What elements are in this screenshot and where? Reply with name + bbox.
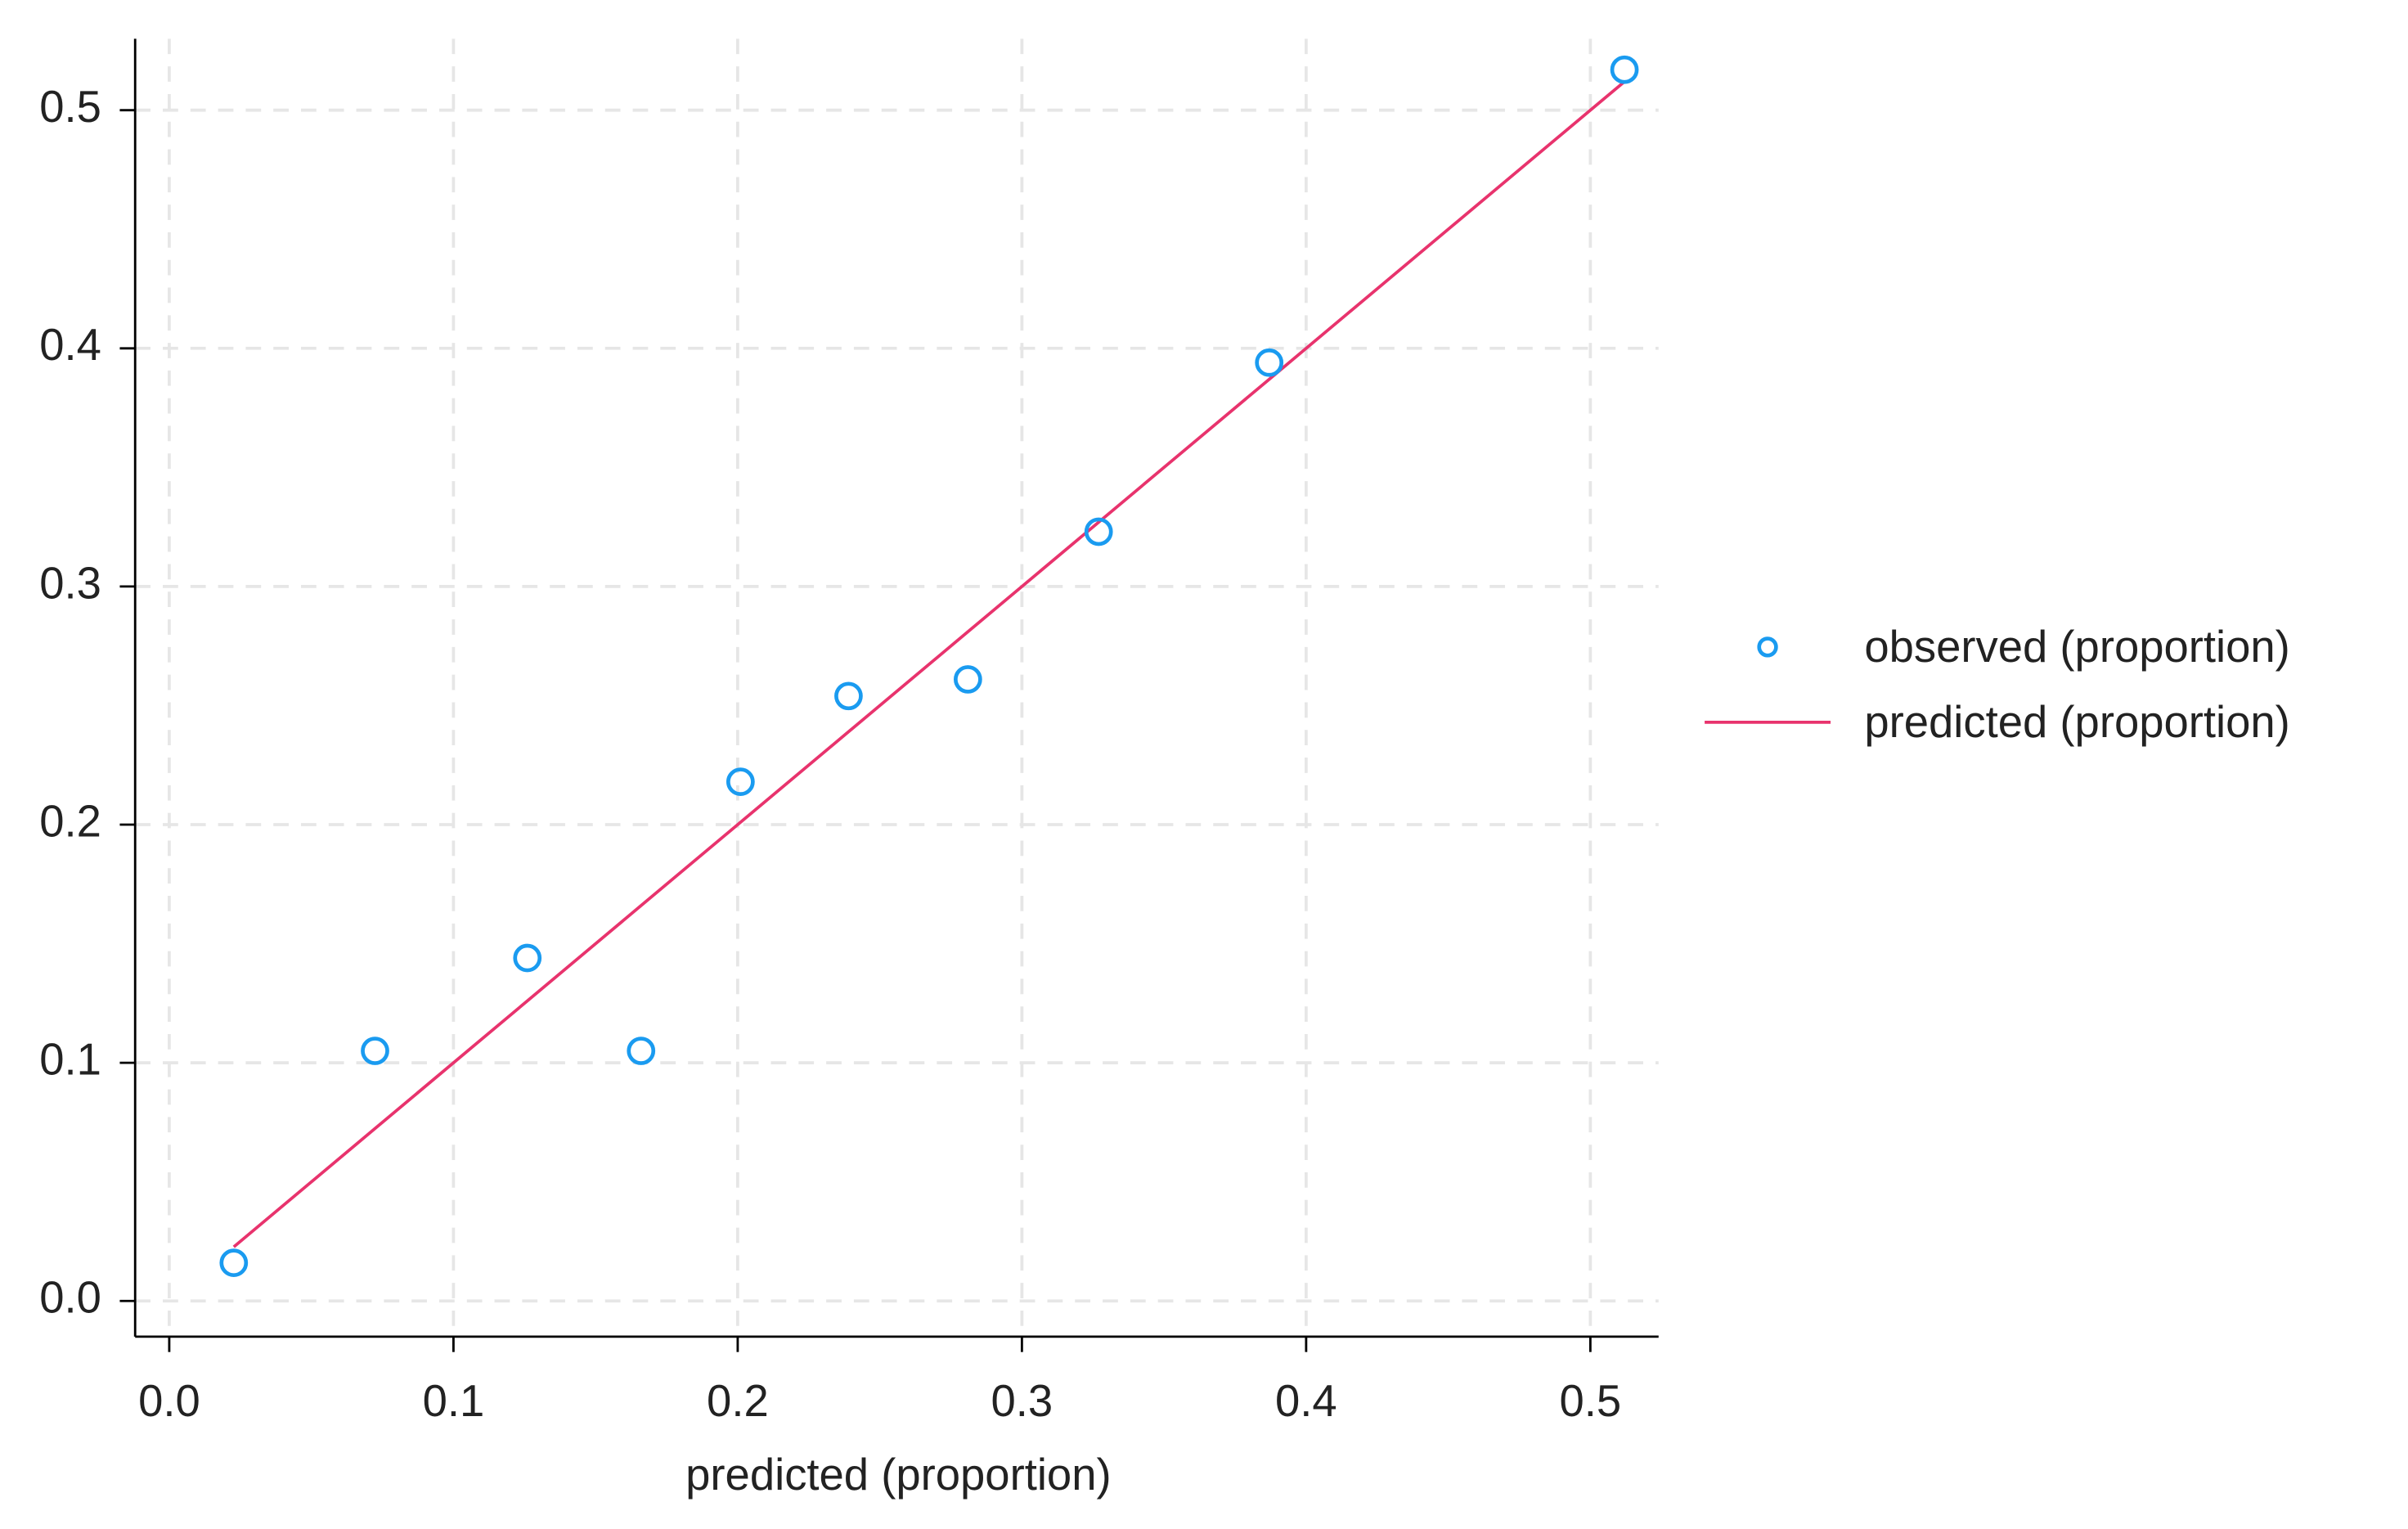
x-axis-label: predicted (proportion) xyxy=(685,1450,1111,1500)
observed-point xyxy=(1084,517,1113,546)
legend-marker xyxy=(1757,636,1778,658)
observed-point xyxy=(361,1037,389,1065)
y-tick-label: 0.0 xyxy=(39,1273,101,1323)
y-tick-label: 0.2 xyxy=(39,796,101,846)
legend-label: predicted (proportion) xyxy=(1864,697,2289,747)
observed-point xyxy=(627,1037,656,1065)
x-tick-label: 0.3 xyxy=(991,1376,1054,1426)
observed-point xyxy=(1255,348,1284,377)
observed-point xyxy=(834,681,863,711)
x-tick-label: 0.1 xyxy=(423,1376,485,1426)
x-tick-label: 0.0 xyxy=(138,1376,200,1426)
y-tick-label: 0.1 xyxy=(39,1034,101,1084)
x-tick-label: 0.4 xyxy=(1275,1376,1337,1426)
observed-point xyxy=(219,1248,249,1278)
y-tick-label: 0.4 xyxy=(39,320,101,370)
observed-point xyxy=(513,943,542,973)
y-tick-label: 0.5 xyxy=(39,82,101,132)
x-tick-label: 0.5 xyxy=(1560,1376,1622,1426)
observed-point xyxy=(1610,55,1639,84)
y-tick-label: 0.3 xyxy=(39,558,101,608)
x-tick-label: 0.2 xyxy=(707,1376,769,1426)
observed-point xyxy=(953,665,982,694)
observed-point xyxy=(726,767,755,796)
legend-label: observed (proportion) xyxy=(1864,622,2289,672)
predicted-line xyxy=(232,80,1626,1248)
